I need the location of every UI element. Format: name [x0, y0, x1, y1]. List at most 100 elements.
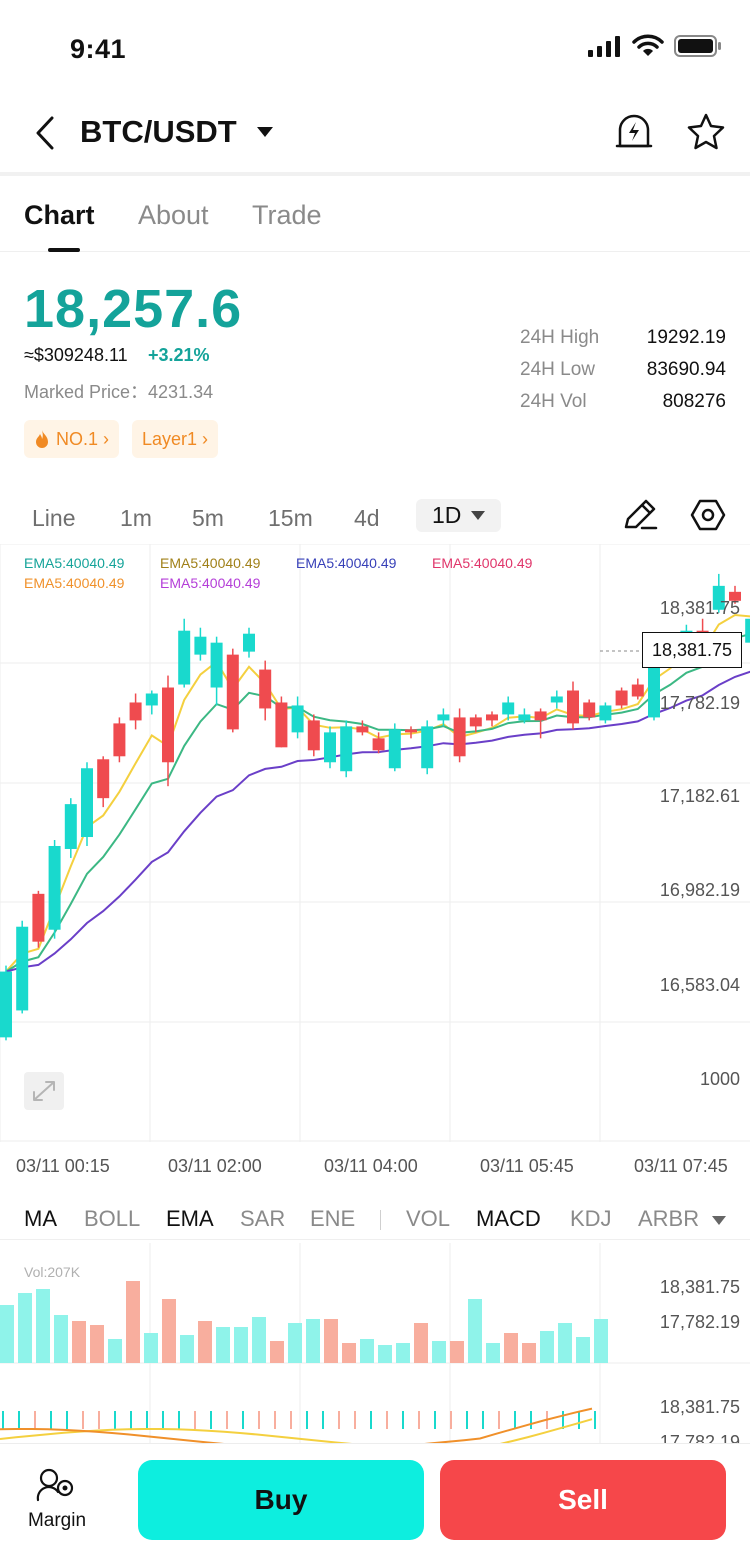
- tab-indicator: [48, 248, 80, 252]
- tag-layer1-label: Layer1 ›: [142, 428, 209, 449]
- interval-15m[interactable]: 15m: [268, 505, 313, 531]
- volume-bar: [270, 1341, 284, 1363]
- ema-legend-6: EMA5:40040.49: [160, 575, 261, 591]
- stat-row-vol: 24H Vol 808276: [520, 386, 726, 418]
- x-tick-label: 03/11 05:45: [480, 1156, 574, 1176]
- tab-chart[interactable]: Chart: [24, 200, 95, 230]
- change-percent: +3.21%: [148, 345, 210, 365]
- candle-body: [259, 669, 272, 709]
- volume-bar: [522, 1343, 536, 1363]
- tag-rank-label: NO.1 ›: [56, 428, 110, 449]
- candle-body: [745, 618, 750, 643]
- y-tick-label: 16,982.19: [660, 880, 740, 900]
- volume-bar: [450, 1341, 464, 1363]
- interval-1d-label: 1D: [432, 502, 462, 528]
- volume-bar: [198, 1321, 212, 1363]
- candle-body: [275, 702, 288, 748]
- y-tick-label: 1000: [700, 1069, 740, 1089]
- pair-title[interactable]: BTC/USDT: [80, 114, 237, 149]
- back-chevron-icon[interactable]: [30, 116, 60, 150]
- indicator-vol[interactable]: VOL: [406, 1206, 451, 1231]
- indicator-ema[interactable]: EMA: [166, 1206, 214, 1231]
- indicator-ene[interactable]: ENE: [310, 1206, 356, 1231]
- tab-trade[interactable]: Trade: [252, 200, 322, 230]
- tag-rank[interactable]: NO.1 ›: [24, 420, 120, 458]
- y-tick-label: 17,782.19: [660, 693, 740, 713]
- vol-y-tick: 17,782.19: [660, 1312, 740, 1332]
- volume-bar: [486, 1343, 500, 1363]
- volume-bar: [396, 1343, 410, 1363]
- volume-bar: [36, 1289, 50, 1363]
- usd-price: ≈$309248.11: [24, 345, 128, 365]
- volume-label: Vol:207K: [24, 1264, 81, 1280]
- candle-body: [0, 971, 12, 1038]
- candlestick-chart[interactable]: 18,381.75 17,782.19 17,182.61 16,982.19 16,5…: [0, 543, 750, 1142]
- ema-legend-4: EMA5:40040.49: [432, 555, 533, 571]
- ema-legend-3: EMA5:40040.49: [296, 555, 397, 571]
- volume-bar: [558, 1323, 572, 1363]
- volume-bar: [324, 1319, 338, 1363]
- margin-label: Margin: [27, 1510, 87, 1531]
- macd-bars: [2, 1411, 596, 1429]
- interval-5m[interactable]: 5m: [192, 505, 224, 531]
- volume-bar: [540, 1331, 554, 1363]
- expand-chart-button[interactable]: [24, 1072, 64, 1110]
- indicator-arbr[interactable]: ARBR: [638, 1206, 700, 1231]
- x-tick-label: 03/11 04:00: [324, 1156, 418, 1176]
- wifi-icon: [632, 34, 664, 56]
- ema-legend-5: EMA5:40040.49: [24, 575, 125, 591]
- indicator-kdj[interactable]: KDJ: [570, 1206, 612, 1231]
- tag-layer1[interactable]: Layer1 ›: [132, 420, 219, 458]
- candle-body: [437, 714, 450, 721]
- volume-bars: [0, 1281, 608, 1363]
- macd-y-tick: 18,381.75: [660, 1397, 740, 1417]
- settings-hexagon-icon[interactable]: [690, 497, 726, 533]
- star-icon[interactable]: [686, 112, 726, 152]
- interval-1m[interactable]: 1m: [120, 505, 152, 531]
- candle-body: [324, 732, 336, 763]
- candle-body: [486, 714, 498, 721]
- y-tick-label: 16,583.04: [660, 975, 740, 995]
- x-tick-label: 03/11 07:45: [634, 1156, 728, 1176]
- stat-row-high: 24H High 19292.19: [520, 322, 726, 354]
- draw-pencil-icon[interactable]: [622, 497, 658, 533]
- price-alert-icon[interactable]: [614, 112, 654, 152]
- interval-4d[interactable]: 4d: [354, 505, 380, 531]
- status-icons: [588, 34, 722, 58]
- indicator-sar[interactable]: SAR: [240, 1206, 286, 1231]
- candle-body: [518, 714, 531, 721]
- stat-label: 24H Low: [520, 359, 595, 380]
- caret-down-icon[interactable]: [712, 1216, 726, 1225]
- tab-about[interactable]: About: [138, 200, 209, 230]
- volume-bar: [306, 1319, 320, 1363]
- indicator-ma[interactable]: MA: [24, 1206, 57, 1231]
- indicator-boll[interactable]: BOLL: [84, 1206, 141, 1231]
- ema-lines: [5, 613, 750, 973]
- volume-bar: [576, 1337, 590, 1363]
- indicator-divider: [380, 1210, 381, 1230]
- buy-button[interactable]: Buy: [138, 1460, 424, 1540]
- signal-icon: [588, 36, 620, 57]
- candle-body: [534, 711, 547, 721]
- candle-body: [502, 702, 515, 715]
- status-bar: 9:41: [0, 0, 750, 100]
- nav-bar: BTC/USDT: [0, 100, 750, 176]
- indicator-bar: MA BOLL EMA SAR ENE VOL MACD KDJ ARBR: [0, 1200, 750, 1240]
- interval-1d[interactable]: 1D: [416, 499, 502, 532]
- volume-bar: [90, 1325, 104, 1363]
- sell-button[interactable]: Sell: [440, 1460, 726, 1540]
- caret-down-icon[interactable]: [256, 126, 274, 138]
- candlestick-svg[interactable]: 18,381.75 17,782.19 17,182.61 16,982.19 16,5…: [0, 543, 750, 1142]
- volume-bar: [594, 1319, 608, 1363]
- margin-icon: [36, 1468, 74, 1502]
- macd-lines: [0, 1407, 593, 1451]
- volume-bar: [414, 1323, 428, 1363]
- candle-body: [712, 585, 725, 610]
- stat-label: 24H Vol: [520, 391, 587, 412]
- stat-value: 808276: [662, 391, 726, 412]
- candle-body: [469, 717, 482, 727]
- indicator-macd[interactable]: MACD: [476, 1206, 541, 1231]
- interval-line[interactable]: Line: [32, 505, 76, 531]
- volume-macd-svg: Vol:207K 18,381.75 17,782.19 18,381.75 1…: [0, 1243, 750, 1452]
- margin-button[interactable]: Margin: [20, 1464, 94, 1538]
